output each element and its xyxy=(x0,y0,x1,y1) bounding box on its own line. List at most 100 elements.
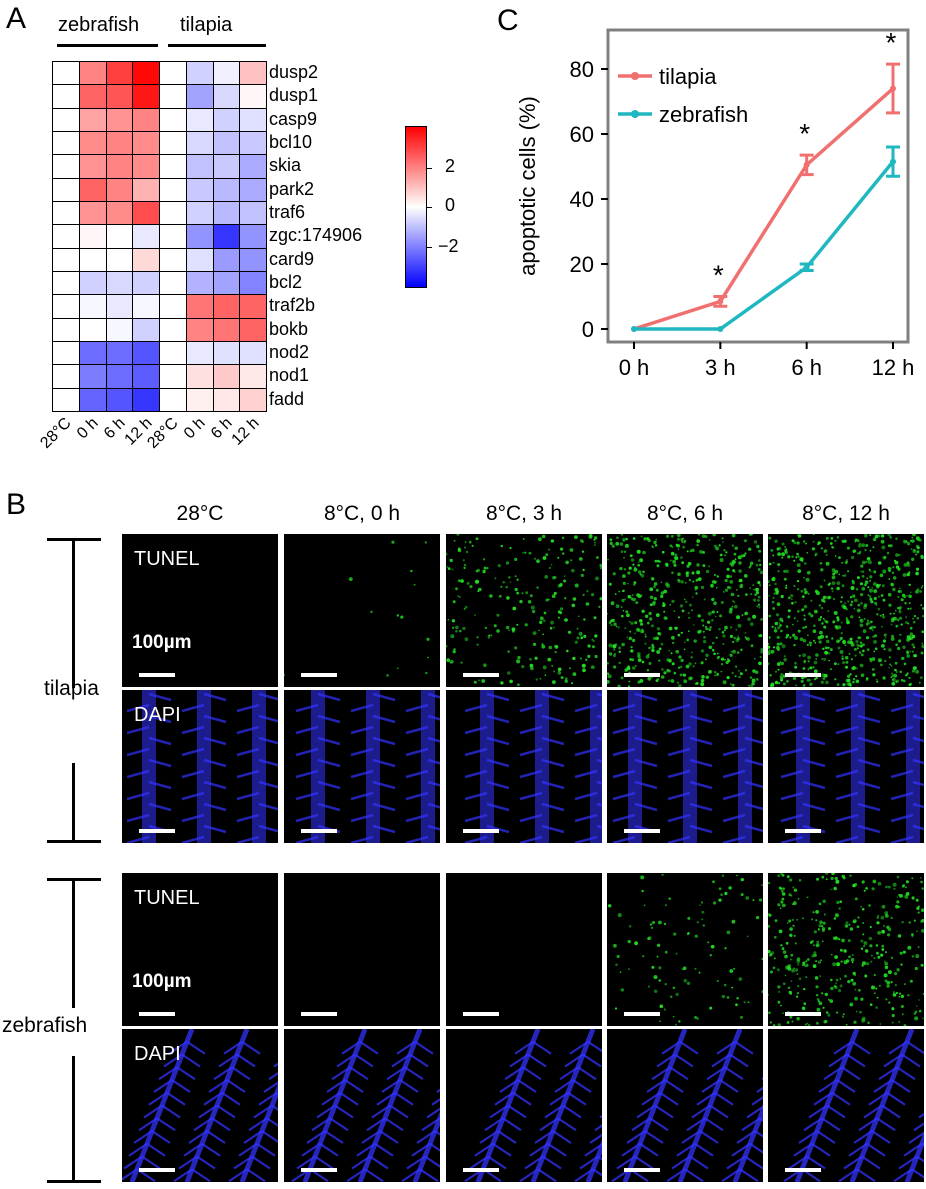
heatmap-cell xyxy=(132,177,160,202)
heatmap-cell xyxy=(105,224,134,249)
heatmap-cell xyxy=(159,364,187,389)
group-label-tilapia: tilapia xyxy=(180,14,233,36)
scale-bar xyxy=(463,673,499,677)
scale-bar xyxy=(463,1012,499,1016)
heatmap-cell xyxy=(185,294,214,319)
legend-marker xyxy=(631,110,639,118)
colorbar-tick: 2 xyxy=(445,156,456,176)
condition-label: 8°C, 6 h xyxy=(646,502,724,525)
y-tick-label: 40 xyxy=(570,187,594,212)
micrograph-zebrafish-tunel xyxy=(446,873,602,1026)
micrograph-tilapia-dapi xyxy=(607,690,763,843)
line-chart: 0 20 40 60 80 0 h 3 h 6 h 12 h apoptotic cells (%… xyxy=(515,27,914,380)
scale-bar xyxy=(463,829,499,833)
heatmap-cell xyxy=(105,200,134,226)
heatmap-cell xyxy=(185,154,214,179)
data-point xyxy=(717,298,724,305)
heatmap-cell xyxy=(105,130,134,156)
heatmap-cell xyxy=(212,340,241,366)
micrograph-zebrafish-tunel: TUNEL 100µm xyxy=(122,873,278,1026)
y-tick-label: 0 xyxy=(582,317,594,342)
heatmap-cell xyxy=(52,340,80,366)
heatmap-cell xyxy=(105,177,134,202)
heatmap-cell xyxy=(78,270,107,296)
micrograph-zebrafish-dapi: DAPI xyxy=(122,1029,278,1182)
heatmap-cell xyxy=(159,200,187,226)
stain-label: DAPI xyxy=(134,704,181,726)
micrograph-zebrafish-dapi xyxy=(284,1029,440,1182)
condition-label: 28°C xyxy=(176,502,224,525)
heatmap-cell xyxy=(185,200,214,226)
heatmap-cell xyxy=(105,364,134,389)
heatmap-cell xyxy=(239,340,267,366)
heatmap-cell xyxy=(239,107,267,132)
micrograph-zebrafish-dapi xyxy=(446,1029,602,1182)
heatmap-cell xyxy=(159,84,187,109)
colorbar-tick-mark xyxy=(427,247,432,248)
heatmap-cell xyxy=(239,387,267,412)
micrograph-tilapia-dapi xyxy=(284,690,440,843)
micrograph-zebrafish-dapi xyxy=(768,1029,924,1182)
data-point xyxy=(631,326,637,332)
heatmap-cell xyxy=(52,107,80,132)
data-point xyxy=(803,161,810,168)
micrograph-zebrafish-tunel xyxy=(768,873,924,1026)
plot-frame xyxy=(606,28,910,344)
gene-label: fadd xyxy=(269,388,305,409)
heatmap-cell xyxy=(185,364,214,389)
heatmap-cell xyxy=(212,84,241,109)
heatmap-cell xyxy=(159,387,187,412)
heatmap-cell xyxy=(239,61,267,86)
heatmap-cell xyxy=(212,317,241,342)
heatmap-cell xyxy=(185,247,214,272)
species-label-zebrafish: zebrafish xyxy=(2,1014,88,1037)
heatmap-cell xyxy=(132,107,160,132)
heatmap-cell xyxy=(132,270,160,296)
zebrafish-bracket xyxy=(47,878,101,1183)
heatmap-cell xyxy=(212,177,241,202)
legend-marker xyxy=(631,72,639,80)
scale-bar xyxy=(785,829,821,833)
heatmap-cell xyxy=(78,130,107,156)
heatmap-cell xyxy=(52,61,80,86)
heatmap-cell xyxy=(212,200,241,226)
stain-label: TUNEL xyxy=(134,887,200,909)
scale-bar xyxy=(301,829,337,833)
heatmap-cell xyxy=(105,340,134,366)
heatmap-cell xyxy=(52,84,80,109)
heatmap-cell xyxy=(212,387,241,412)
legend-label: tilapia xyxy=(659,64,717,89)
colorbar-tick: −2 xyxy=(438,236,459,256)
scale-bar xyxy=(139,1168,175,1172)
micrograph-tilapia-tunel xyxy=(284,534,440,687)
heatmap-cell xyxy=(159,177,187,202)
heatmap-cell xyxy=(105,84,134,109)
group-bracket-zebrafish xyxy=(57,44,158,47)
scale-bar xyxy=(301,1168,337,1172)
heatmap-cell xyxy=(52,130,80,156)
heatmap-cell xyxy=(239,84,267,109)
group-label-zebrafish: zebrafish xyxy=(58,14,140,36)
heatmap-cell xyxy=(132,84,160,109)
heatmap-cell xyxy=(239,247,267,272)
heatmap-cell xyxy=(105,294,134,319)
heatmap-cell xyxy=(52,364,80,389)
heatmap-cell xyxy=(239,294,267,319)
heatmap-cell xyxy=(52,294,80,319)
heatmap-cell xyxy=(239,317,267,342)
heatmap-cell xyxy=(185,61,214,86)
micrograph-grid: TUNEL 100µm DAPI TUNEL 100µm DAPI xyxy=(0,490,926,1189)
heatmap-cell xyxy=(212,130,241,156)
scale-bar xyxy=(139,829,175,833)
condition-headers: 28°C 8°C, 0 h 8°C, 3 h 8°C, 6 h 8°C, 12 h xyxy=(0,490,926,530)
series-line-tilapia xyxy=(633,87,895,331)
heatmap-cell xyxy=(132,130,160,156)
micrograph-tilapia-dapi xyxy=(446,690,602,843)
heatmap-cell xyxy=(159,247,187,272)
heatmap-cell xyxy=(132,317,160,342)
heatmap-cell xyxy=(78,84,107,109)
group-bracket-tilapia xyxy=(168,44,266,47)
significance-asterisk: * xyxy=(886,27,897,58)
heatmap-cell xyxy=(78,200,107,226)
gene-label: traf2b xyxy=(269,295,316,316)
